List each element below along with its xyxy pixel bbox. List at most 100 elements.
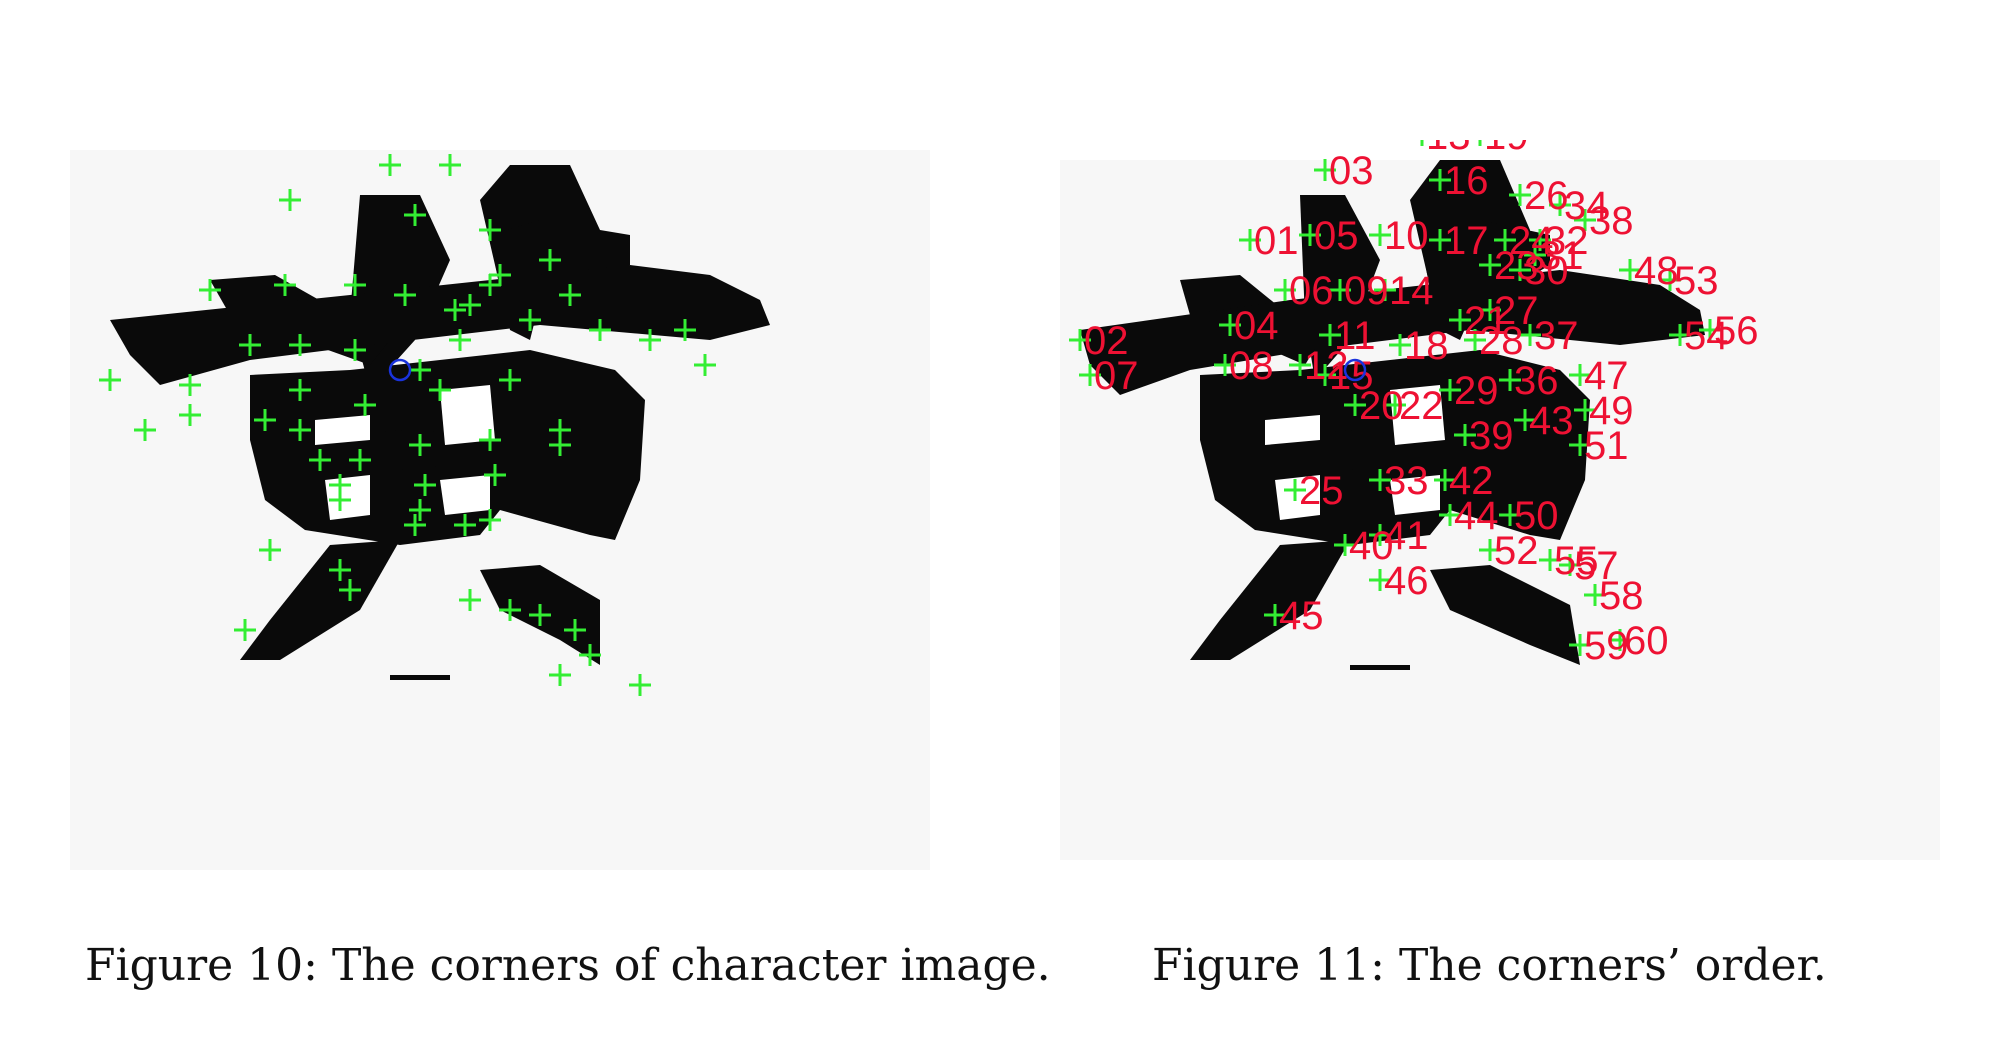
corner-marker [234,619,256,641]
corner-marker [1574,399,1596,421]
corner-order-label: 23 [1494,244,1539,288]
corner-order-label: 44 [1454,494,1499,538]
corner-marker [1069,329,1091,351]
corner-marker [629,674,651,696]
corner-marker [1509,259,1531,281]
centroid-marker [1343,358,1367,382]
corner-order-label: 03 [1329,149,1374,193]
figure-11-caption: Figure 11: The corners’ order. [1152,940,1827,991]
corner-marker [459,589,481,611]
corner-marker [339,579,361,601]
corner-marker [1569,634,1591,656]
corner-marker [1374,279,1396,301]
corner-marker [1584,584,1606,606]
corner-marker [579,644,601,666]
corner-marker [404,204,426,226]
corner-order-label: 50 [1514,494,1559,538]
corner-markers [99,154,716,696]
corner-marker [1479,539,1501,561]
corner-order-label: 05 [1314,214,1359,258]
corner-marker [1464,329,1486,351]
corner-order-label: 38 [1589,199,1634,243]
corner-order-label: 58 [1599,574,1644,618]
corner-marker [1214,354,1236,376]
figure-10-image [70,150,930,870]
corner-marker [1239,229,1261,251]
corner-marker [529,604,551,626]
scale-bar [390,675,450,680]
corner-marker [1569,434,1591,456]
corner-order-label: 01 [1254,219,1299,263]
corner-marker [1454,424,1476,446]
corner-marker [134,419,156,441]
corner-marker [1389,334,1411,356]
corner-marker [489,264,511,286]
corner-marker [1344,394,1366,416]
figure-10-caption: Figure 10: The corners of character imag… [85,940,1051,991]
corner-order-label: 21 [1464,299,1509,343]
corner-marker [1514,409,1536,431]
corner-marker [1299,224,1321,246]
corner-order-label: 19 [1484,140,1529,158]
corner-order-label: 18 [1404,324,1449,368]
corner-marker [379,154,401,176]
corner-order-label: 53 [1674,259,1719,303]
corner-order-label: 32 [1544,219,1589,263]
corner-marker [1509,184,1531,206]
corner-order-label: 49 [1589,389,1634,433]
corner-marker [439,154,461,176]
corner-order-label: 16 [1444,159,1489,203]
corner-marker [479,274,501,296]
corner-marker [1219,314,1241,336]
corner-marker [344,274,366,296]
corner-order-label: 25 [1299,469,1344,513]
corner-marker [1539,549,1561,571]
corner-marker [1549,194,1571,216]
corner-marker [1369,224,1391,246]
corner-marker [444,299,466,321]
corner-marker [1289,354,1311,376]
corner-marker [1669,324,1691,346]
corner-marker [429,379,451,401]
corner-order-label: 02 [1084,319,1129,363]
corner-marker [409,499,431,521]
corner-order-label: 30 [1524,249,1569,293]
corner-marker [694,354,716,376]
corner-order-label: 59 [1584,624,1629,668]
corner-marker [484,464,506,486]
corner-marker [239,334,261,356]
corner-marker [639,329,661,351]
corner-marker [449,329,471,351]
corner-marker [394,284,416,306]
corner-marker [1329,279,1351,301]
corner-marker [1079,364,1101,386]
corner-marker [519,309,541,331]
corner-marker [1429,229,1451,251]
corner-marker [1478,140,1482,146]
corner-order-label: 39 [1469,414,1514,458]
corner-order-label: 47 [1584,354,1629,398]
corner-marker [1314,159,1336,181]
corner-order-label: 26 [1524,174,1569,218]
corner-marker [1519,324,1541,346]
corner-marker [1569,364,1591,386]
corner-order-label: 04 [1234,304,1279,348]
corner-order-label: 29 [1454,369,1499,413]
corner-markers [1069,140,1721,656]
corner-marker [479,509,501,531]
character-glyph [110,165,770,665]
corner-marker [1334,534,1356,556]
corner-marker [414,474,436,496]
corner-marker [499,599,521,621]
corner-marker [409,434,431,456]
corner-marker [1429,169,1451,191]
corner-order-label: 07 [1094,354,1139,398]
corner-marker [1499,504,1521,526]
corner-order-label: 46 [1384,559,1429,603]
corner-order-label: 12 [1304,344,1349,388]
corner-marker [1559,554,1581,576]
corner-marker [1449,309,1471,331]
corner-marker [179,404,201,426]
